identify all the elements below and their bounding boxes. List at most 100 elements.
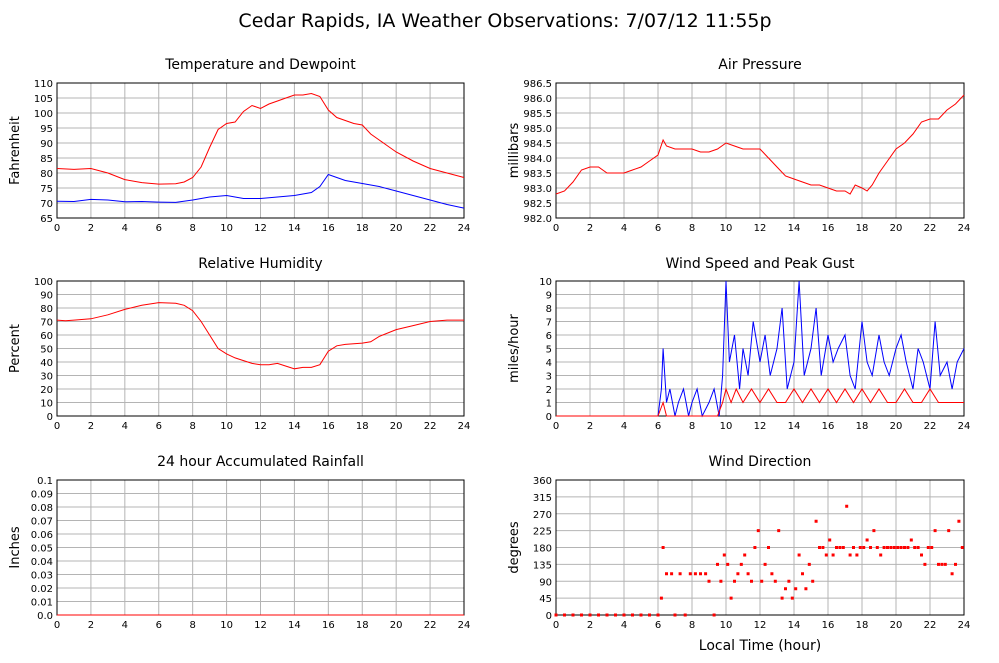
wind-x-tick-label: 18 xyxy=(856,421,869,432)
temp-x-tick-label: 4 xyxy=(122,223,128,234)
pressure-series-line-0 xyxy=(555,94,965,195)
humidity-x-tick-label: 6 xyxy=(156,421,162,432)
direction-point xyxy=(818,546,821,549)
direction-point xyxy=(693,572,697,576)
direction-point xyxy=(784,587,787,591)
direction-point xyxy=(862,546,866,549)
direction-point xyxy=(869,546,872,549)
direction-point xyxy=(838,546,842,549)
temp-chart-title: Temperature and Dewpoint xyxy=(164,57,356,73)
wind-x-tick-label: 6 xyxy=(655,421,661,432)
rain-x-tick-label: 2 xyxy=(88,620,94,631)
humidity-y-tick-label: 80 xyxy=(40,304,53,315)
wind-x-tick-label: 22 xyxy=(924,421,937,432)
direction-point xyxy=(933,529,937,533)
humidity-x-tick-label: 4 xyxy=(122,421,128,432)
direction-x-tick-label: 0 xyxy=(553,620,559,631)
temp-x-tick-label: 0 xyxy=(54,223,60,234)
pressure-plot-frame xyxy=(555,82,965,219)
direction-point xyxy=(926,546,930,549)
humidity-x-tick-label: 16 xyxy=(322,421,335,432)
direction-point xyxy=(605,613,609,617)
direction-point xyxy=(848,553,852,557)
direction-point xyxy=(937,562,940,566)
direction-x-tick-label: 2 xyxy=(587,620,593,631)
direction-point xyxy=(716,562,719,566)
direction-point xyxy=(899,546,903,549)
direction-point xyxy=(688,572,692,576)
wind-y-tick-label: 5 xyxy=(546,345,552,356)
direction-point xyxy=(773,579,777,583)
direction-point xyxy=(916,546,920,549)
rain-y-tick-label: 0.06 xyxy=(31,530,53,541)
humidity-y-tick-label: 50 xyxy=(40,345,53,356)
rain-x-tick-label: 10 xyxy=(220,620,233,631)
humidity-x-tick-label: 22 xyxy=(424,421,437,432)
direction-point xyxy=(794,587,798,591)
rain-y-tick-label: 0.05 xyxy=(31,544,53,555)
wind-x-tick-label: 8 xyxy=(689,421,695,432)
direction-point xyxy=(824,553,828,557)
humidity-x-tick-label: 24 xyxy=(458,421,471,432)
wind-x-tick-label: 24 xyxy=(958,421,971,432)
direction-y-tick-label: 0 xyxy=(546,611,552,622)
direction-point xyxy=(656,613,660,617)
pressure-y-tick-label: 986.5 xyxy=(523,79,552,90)
pressure-y-tick-label: 982.5 xyxy=(523,199,552,210)
pressure-x-tick-label: 8 xyxy=(689,223,695,234)
direction-point xyxy=(957,519,961,523)
direction-point xyxy=(661,546,665,549)
rain-x-tick-label: 12 xyxy=(254,620,267,631)
direction-y-tick-label: 270 xyxy=(533,510,552,521)
rain-x-tick-label: 24 xyxy=(458,620,471,631)
direction-point xyxy=(790,596,794,600)
direction-y-tick-label: 135 xyxy=(533,560,552,571)
direction-point xyxy=(763,562,767,566)
direction-point xyxy=(588,613,592,617)
direction-point xyxy=(831,553,835,557)
direction-point xyxy=(865,538,869,542)
rain-y-tick-label: 0.01 xyxy=(31,598,53,609)
pressure-x-tick-label: 16 xyxy=(822,223,835,234)
direction-point xyxy=(712,613,716,617)
direction-point xyxy=(835,546,838,549)
pressure-y-tick-label: 983.5 xyxy=(523,169,552,180)
humidity-y-tick-label: 90 xyxy=(40,291,53,302)
temp-x-tick-label: 6 xyxy=(156,223,162,234)
direction-point xyxy=(821,546,825,549)
direction-point xyxy=(923,562,927,566)
pressure-chart-title: Air Pressure xyxy=(718,57,801,73)
rain-x-tick-label: 14 xyxy=(288,620,301,631)
wind-y-tick-label: 1 xyxy=(546,399,552,410)
direction-point xyxy=(683,613,687,617)
temp-y-tick-label: 90 xyxy=(40,139,53,150)
temp-y-tick-label: 80 xyxy=(40,169,53,180)
rain-x-tick-label: 4 xyxy=(122,620,128,631)
direction-point xyxy=(872,529,876,533)
direction-point xyxy=(886,546,889,549)
direction-point xyxy=(733,579,736,583)
wind-x-tick-label: 20 xyxy=(890,421,903,432)
direction-x-tick-label: 16 xyxy=(822,620,835,631)
direction-point xyxy=(804,587,808,591)
temp-y-tick-label: 65 xyxy=(40,214,53,225)
wind-y-tick-label: 9 xyxy=(546,291,552,302)
direction-point xyxy=(746,572,750,576)
x-axis-label: Local Time (hour) xyxy=(699,638,821,654)
wind-y-axis-label: miles/hour xyxy=(507,313,522,382)
pressure-x-tick-label: 22 xyxy=(924,223,937,234)
wind-x-tick-label: 14 xyxy=(788,421,801,432)
direction-point xyxy=(750,579,753,583)
direction-y-tick-label: 45 xyxy=(539,594,552,605)
temp-x-tick-label: 16 xyxy=(322,223,335,234)
humidity-x-tick-label: 10 xyxy=(220,421,233,432)
wind-series-line-0 xyxy=(556,280,965,418)
pressure-x-tick-label: 0 xyxy=(553,223,559,234)
direction-point xyxy=(807,562,811,566)
direction-point xyxy=(889,546,893,549)
rain-chart-title: 24 hour Accumulated Rainfall xyxy=(157,454,364,470)
humidity-y-tick-label: 10 xyxy=(40,399,53,410)
direction-point xyxy=(852,546,855,549)
